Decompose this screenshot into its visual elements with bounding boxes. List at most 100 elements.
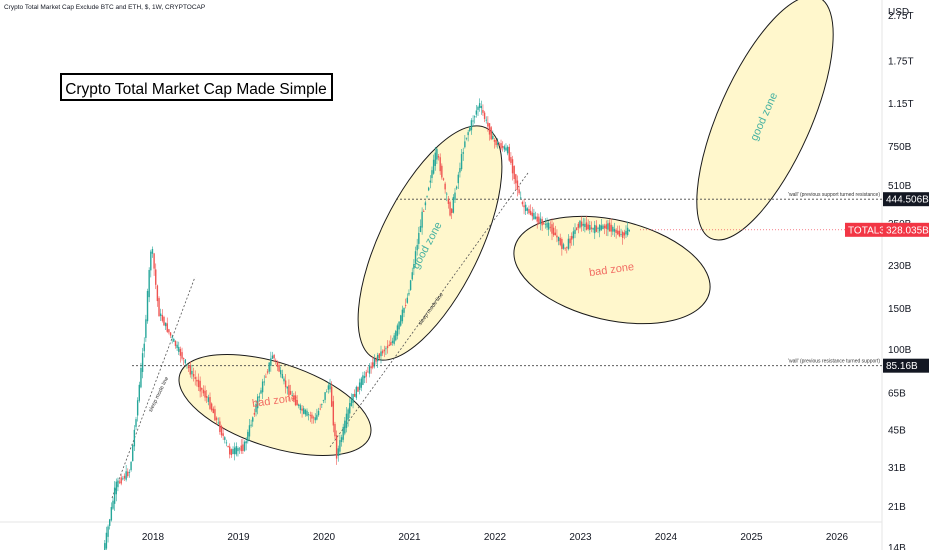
time-axis: 2018 2019 2020 2021 2022 2023 2024 2025 2026	[142, 532, 849, 543]
candle-body-54	[191, 370, 193, 375]
candle-body-183	[403, 307, 405, 313]
candle-body-227	[475, 110, 478, 115]
candle-body-66	[210, 403, 213, 411]
candle-body-238	[493, 140, 496, 142]
candle-body-197	[426, 196, 428, 197]
time-tick-4: 2022	[484, 532, 507, 543]
candle-body-190	[414, 251, 417, 263]
time-tick-2: 2020	[313, 532, 336, 543]
candle-body-65	[209, 397, 211, 409]
level-label-2: 'wall' (previous resistance turned suppo…	[788, 359, 880, 365]
candle-body-80	[233, 447, 236, 455]
candle-body-319	[626, 227, 629, 235]
candle-body-177	[393, 335, 395, 344]
candle-body-285	[571, 236, 573, 240]
candle-body-95	[258, 396, 261, 398]
candle-body-310	[612, 226, 614, 232]
candle-body-32	[155, 269, 157, 285]
candle-body-123	[304, 409, 307, 415]
candle-body-188	[411, 272, 413, 280]
candle-body-267	[541, 219, 543, 226]
candle-body-59	[199, 380, 201, 392]
price-tick-8: 230B	[888, 261, 912, 272]
candle-body-153	[353, 393, 356, 397]
candle-body-3	[107, 526, 109, 537]
candle-body-265	[538, 216, 540, 224]
candle-body-295	[587, 224, 589, 230]
candle-body-40	[168, 329, 170, 333]
candle-body-241	[498, 144, 501, 146]
last-price-tag	[883, 222, 929, 237]
candle-body-11	[120, 477, 122, 484]
candle-body-52	[187, 366, 190, 369]
candle-body-157	[360, 378, 362, 388]
candle-body-140	[332, 401, 335, 426]
candle-body-30	[151, 248, 154, 254]
candle-body-152	[352, 393, 354, 403]
candle-body-230	[480, 106, 482, 109]
price-tick-9: 150B	[888, 304, 912, 315]
candle-body-10	[118, 481, 121, 483]
candle-body-276	[556, 235, 558, 238]
candle-body-104	[273, 354, 275, 359]
candle-body-34	[158, 298, 160, 317]
candle-body-174	[388, 344, 390, 346]
candle-body-170	[381, 350, 384, 354]
candle-body-281	[564, 247, 566, 249]
candle-body-266	[539, 218, 542, 224]
time-tick-3: 2021	[398, 532, 421, 543]
time-tick-6: 2024	[655, 532, 678, 543]
candle-body-158	[362, 375, 364, 385]
candle-body-5	[110, 507, 113, 521]
candle-body-85	[242, 444, 244, 452]
candle-body-182	[401, 309, 404, 322]
candle-body-247	[508, 146, 510, 161]
candle-body-92	[253, 412, 256, 415]
candle-body-224	[470, 120, 473, 131]
candle-body-205	[439, 157, 441, 172]
candle-body-71	[219, 421, 221, 432]
price-tick-15: 14B	[888, 543, 906, 550]
candle-body-165	[373, 358, 376, 367]
candle-body-256	[523, 205, 525, 208]
candle-body-147	[344, 420, 346, 434]
candle-body-26	[145, 319, 147, 338]
candle-body-76	[227, 445, 229, 448]
candle-body-214	[454, 192, 456, 200]
candle-body-211	[449, 202, 451, 216]
candle-body-196	[424, 202, 427, 206]
candle-body-156	[358, 382, 361, 390]
candle-body-101	[268, 362, 270, 372]
candle-body-195	[423, 211, 425, 212]
candle-body-154	[355, 386, 358, 398]
candle-body-167	[377, 354, 379, 362]
candle-body-82	[237, 448, 239, 452]
candle-body-37	[163, 316, 165, 326]
candle-body-75	[225, 442, 228, 444]
candle-body-122	[303, 408, 305, 414]
candle-body-235	[488, 123, 491, 135]
price-tick-14: 21B	[888, 502, 906, 513]
candle-body-200	[431, 170, 433, 179]
candle-body-318	[625, 230, 627, 235]
candle-body-236	[490, 127, 492, 140]
candle-body-148	[345, 413, 348, 428]
candle-body-29	[150, 251, 152, 271]
candle-body-16	[128, 472, 131, 473]
symbol-tag-text: TOTAL3	[848, 225, 885, 236]
candle-body-269	[544, 224, 547, 225]
candle-body-259	[528, 209, 530, 214]
candle-body-117	[294, 395, 297, 406]
candle-body-106	[276, 361, 279, 367]
time-tick-1: 2019	[227, 532, 250, 543]
candle-body-307	[607, 223, 609, 230]
candle-body-173	[386, 345, 389, 349]
candle-body-8	[115, 481, 117, 495]
candle-body-98	[263, 381, 265, 383]
candle-body-315	[620, 234, 622, 236]
candle-body-189	[413, 264, 415, 269]
chart-title: Crypto Total Market Cap Made Simple	[65, 81, 327, 98]
candle-body-206	[441, 165, 443, 178]
candle-body-204	[437, 156, 440, 158]
